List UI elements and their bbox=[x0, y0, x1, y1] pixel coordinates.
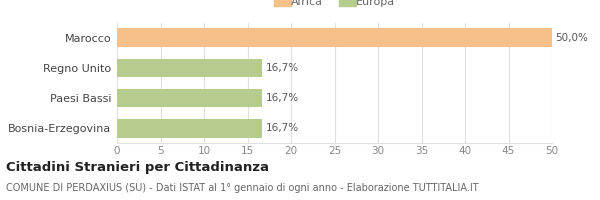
Bar bbox=[117, 89, 262, 107]
Bar bbox=[117, 28, 552, 47]
Text: 50,0%: 50,0% bbox=[556, 33, 589, 43]
Bar bbox=[117, 59, 262, 77]
Text: COMUNE DI PERDAXIUS (SU) - Dati ISTAT al 1° gennaio di ogni anno - Elaborazione : COMUNE DI PERDAXIUS (SU) - Dati ISTAT al… bbox=[6, 183, 479, 193]
Text: 16,7%: 16,7% bbox=[266, 123, 299, 133]
Bar bbox=[117, 119, 262, 138]
Text: Cittadini Stranieri per Cittadinanza: Cittadini Stranieri per Cittadinanza bbox=[6, 161, 269, 174]
Text: 16,7%: 16,7% bbox=[266, 93, 299, 103]
Legend: Africa, Europa: Africa, Europa bbox=[269, 0, 400, 11]
Text: 16,7%: 16,7% bbox=[266, 63, 299, 73]
